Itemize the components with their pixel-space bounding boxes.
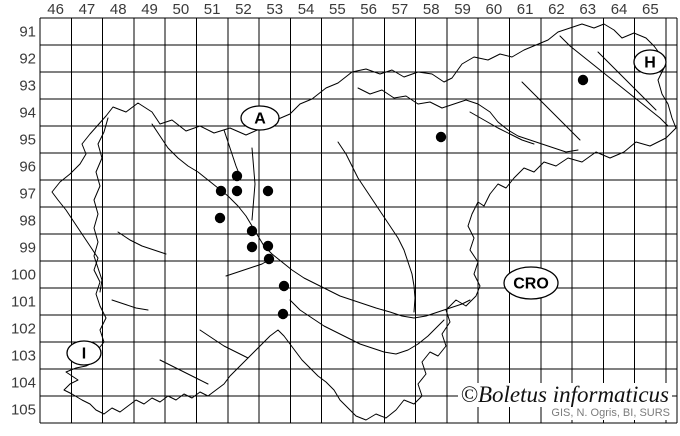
col-label-63: 63	[579, 1, 596, 18]
occurrence-dot-97-51	[215, 185, 227, 197]
col-label-58: 58	[423, 1, 440, 18]
river-line	[357, 87, 579, 153]
top-axis-labels: 46 47 48 49 50 51 52 53 54 55 56 57 58 59 60 61 62 63 64 65	[47, 1, 658, 18]
occurrence-dot-100-53	[278, 280, 290, 292]
row-label-99: 99	[19, 240, 36, 257]
col-label-51: 51	[204, 1, 221, 18]
river-line	[337, 141, 416, 313]
river-line	[93, 117, 109, 293]
row-label-94: 94	[19, 105, 36, 122]
row-label-95: 95	[19, 132, 36, 149]
occurrence-dot-99-52	[246, 241, 258, 253]
occurrence-dot-101-53	[277, 308, 289, 320]
occurrence-dot-97-53	[262, 185, 274, 197]
row-label-103: 103	[11, 348, 36, 365]
country-ellipse-i	[66, 340, 102, 366]
river-line	[597, 51, 657, 111]
row-label-98: 98	[19, 213, 36, 230]
occurrence-dot-98-52	[246, 225, 258, 237]
occurrence-dot-97-52	[231, 185, 243, 197]
river-line	[251, 147, 256, 221]
river-line	[117, 231, 167, 255]
watermark-text: ©Boletus informaticus	[457, 383, 672, 407]
occurrence-dots	[214, 74, 589, 320]
country-ellipse-a	[240, 105, 280, 131]
row-label-105: 105	[11, 402, 36, 419]
country-ellipse-cro	[503, 266, 559, 300]
row-label-104: 104	[11, 375, 36, 392]
country-label-cro: CRO	[513, 276, 549, 293]
country-labels: A H CRO I	[66, 49, 667, 366]
country-label-h: H	[644, 55, 656, 72]
row-label-102: 102	[11, 321, 36, 338]
river-line	[223, 129, 241, 177]
left-axis-labels: 91 92 93 94 95 96 97 98 99 100 101 102 103 104 105	[11, 24, 36, 419]
river-line	[289, 299, 445, 355]
occurrence-dot-99-53	[263, 253, 275, 265]
grid-lines	[39, 17, 678, 424]
col-label-64: 64	[611, 1, 628, 18]
occurrence-dot-95-58	[435, 131, 447, 143]
col-label-47: 47	[79, 1, 96, 18]
row-label-91: 91	[19, 24, 36, 41]
col-label-59: 59	[454, 1, 471, 18]
col-label-55: 55	[329, 1, 346, 18]
col-label-54: 54	[298, 1, 315, 18]
col-label-60: 60	[486, 1, 503, 18]
slovenia-map-outline	[51, 23, 677, 421]
attribution-text: GIS, N. Ogris, BI, SURS	[549, 407, 672, 420]
col-label-52: 52	[235, 1, 252, 18]
river-line	[199, 329, 249, 359]
col-label-49: 49	[141, 1, 158, 18]
row-label-101: 101	[11, 294, 36, 311]
row-label-97: 97	[19, 186, 36, 203]
country-label-i: I	[82, 346, 86, 363]
occurrence-dot-93-63	[577, 74, 589, 86]
river-line	[111, 299, 149, 311]
occurrence-dot-98-51	[214, 212, 226, 224]
col-label-46: 46	[47, 1, 64, 18]
river-line	[559, 35, 669, 127]
col-label-57: 57	[392, 1, 409, 18]
col-label-65: 65	[642, 1, 659, 18]
occurrence-dot-99-53	[262, 240, 274, 252]
country-border	[51, 23, 677, 421]
occurrence-dot-96-52	[231, 170, 243, 182]
row-label-93: 93	[19, 78, 36, 95]
country-ellipse-h	[633, 49, 667, 75]
river-line	[159, 359, 209, 385]
col-label-56: 56	[360, 1, 377, 18]
country-label-a: A	[254, 111, 266, 128]
row-label-96: 96	[19, 159, 36, 176]
row-label-92: 92	[19, 51, 36, 68]
col-label-62: 62	[548, 1, 565, 18]
col-label-48: 48	[110, 1, 127, 18]
col-label-50: 50	[173, 1, 190, 18]
row-label-100: 100	[11, 267, 36, 284]
col-label-61: 61	[517, 1, 534, 18]
river-line	[521, 81, 581, 141]
col-label-53: 53	[266, 1, 283, 18]
river-line	[151, 123, 471, 319]
river-line	[469, 111, 535, 145]
